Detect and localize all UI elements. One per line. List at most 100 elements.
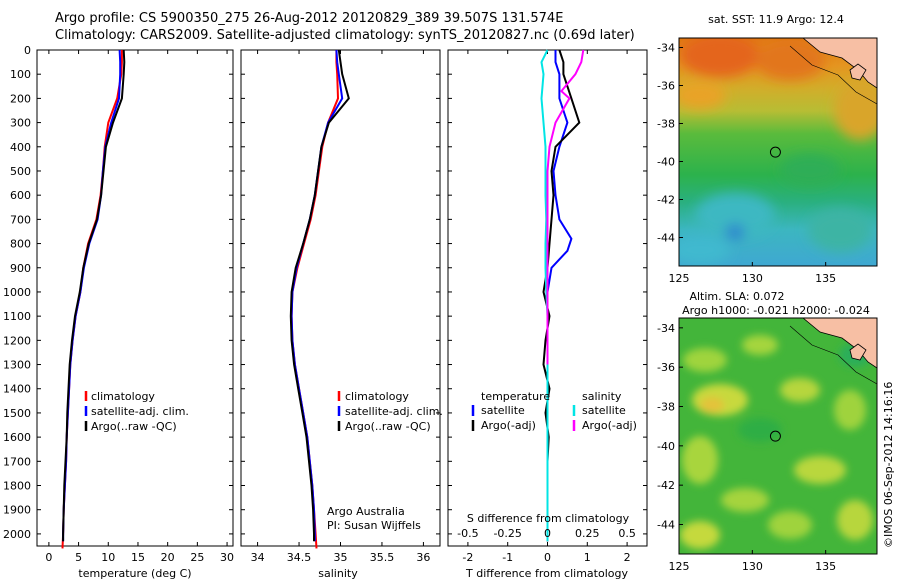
depth-tick-label: 1700 <box>3 455 31 468</box>
depth-tick-label: 700 <box>10 213 31 226</box>
depth-tick-label: 1600 <box>3 431 31 444</box>
imos-credit: ©IMOS 06-Sep-2012 14:16:16 <box>882 382 895 548</box>
lon-tick-label: 125 <box>669 272 690 285</box>
depth-tick-label: 1200 <box>3 334 31 347</box>
x-tick-label: 35 <box>334 551 348 564</box>
legend-label: satellite-adj. clim. <box>91 405 189 418</box>
depth-tick-label: 1800 <box>3 480 31 493</box>
lon-tick-label: 135 <box>815 560 836 573</box>
temperature-x-axis: 0 5 10 15 20 25 30 <box>45 50 234 564</box>
lat-tick-label: -36 <box>657 361 675 374</box>
temperature-panel: 0100200300400500600700800900100011001200… <box>3 44 234 580</box>
sla-map-frame <box>678 317 878 555</box>
legend-label: Argo(..raw -QC) <box>345 420 431 433</box>
annotation-pi: PI: Susan Wijffels <box>327 519 421 532</box>
x-tick-label: 10 <box>101 551 115 564</box>
depth-tick-label: 800 <box>10 238 31 251</box>
temperature-profile-lines <box>61 49 126 549</box>
figure-title-line-2: Climatology: CARS2009. Satellite-adjuste… <box>55 28 635 43</box>
legend-label: satellite <box>481 404 525 417</box>
legend-label: satellite <box>582 404 626 417</box>
lat-tick-label: -42 <box>657 479 675 492</box>
series-line <box>62 49 126 542</box>
legend-label: Argo(..raw -QC) <box>91 420 177 433</box>
lon-tick-label: 135 <box>815 272 836 285</box>
argo-location-marker <box>769 146 781 158</box>
salinity-axes-frame <box>240 49 441 547</box>
x-tick-label: 0 <box>544 551 551 564</box>
depth-tick-label: 600 <box>10 189 31 202</box>
depth-tick-label: 1400 <box>3 383 31 396</box>
lat-tick-label: -42 <box>657 194 675 207</box>
salinity-panel: 34 34.5 35 35.5 36 salinity climatology sate… <box>240 49 443 580</box>
legend-label: satellite-adj. clim. <box>345 405 443 418</box>
depth-tick-label: 1900 <box>3 504 31 517</box>
x-tick-label: 0 <box>45 551 52 564</box>
x-tick-label: 35.5 <box>370 551 395 564</box>
depth-tick-label: 0 <box>24 44 31 57</box>
sla-map-title: Altim. SLA: 0.072 <box>689 290 784 303</box>
s-difference-label: S difference from climatology <box>467 512 630 525</box>
lat-tick-label: -34 <box>657 42 675 55</box>
x-tick-label: 5 <box>75 551 82 564</box>
lat-tick-label: -38 <box>657 118 675 131</box>
top-tick-label: 0.5 <box>618 527 636 540</box>
x-tick-label: -1 <box>502 551 513 564</box>
series-line <box>290 49 344 542</box>
x-tick-label: 36 <box>416 551 430 564</box>
series-line <box>546 50 573 542</box>
annotation-argo-australia: Argo Australia <box>327 505 405 518</box>
temperature-difference-legend: temperature satellite Argo(-adj) <box>471 390 550 432</box>
x-tick-label: -2 <box>462 551 473 564</box>
sst-map: sat. SST: 11.9 Argo: 12.4 125 130 135 -34 -3… <box>657 13 878 285</box>
lon-tick-label: 130 <box>742 560 763 573</box>
salinity-x-axis: 34 34.5 35 35.5 36 <box>251 50 430 564</box>
series-line <box>62 49 122 542</box>
difference-profile-lines <box>540 49 585 542</box>
sla-map-subtitle: Argo h1000: -0.021 h2000: -0.024 <box>682 304 870 317</box>
sla-map-axes: 125 130 135 -34 -36 -38 -40 -42 -44 <box>657 322 836 573</box>
top-tick-label: -0.5 <box>457 527 478 540</box>
lat-tick-label: -44 <box>657 519 675 532</box>
x-tick-label: 25 <box>190 551 204 564</box>
series-line <box>542 49 581 542</box>
x-tick-label: 2 <box>624 551 631 564</box>
s-difference-tick-labels: -0.5 -0.25 0 0.25 0.5 <box>457 527 636 540</box>
legend-title-salinity: salinity <box>582 390 622 403</box>
sla-map: Altim. SLA: 0.072 Argo h1000: -0.021 h20… <box>657 290 878 573</box>
lat-tick-label: -44 <box>657 232 675 245</box>
series-line <box>290 50 340 549</box>
lat-tick-label: -38 <box>657 401 675 414</box>
legend-label: climatology <box>91 390 155 403</box>
depth-tick-label: 2000 <box>3 528 31 541</box>
sst-map-title: sat. SST: 11.9 Argo: 12.4 <box>708 13 844 26</box>
difference-panel: -2 -1 0 1 2 S difference from climatology -0… <box>447 49 648 580</box>
x-tick-label: 34.5 <box>287 551 312 564</box>
depth-tick-label: 100 <box>10 68 31 81</box>
lat-tick-label: -36 <box>657 80 675 93</box>
sla-field <box>679 318 877 554</box>
lat-tick-label: -40 <box>657 440 675 453</box>
salinity-difference-legend: salinity satellite Argo(-adj) <box>572 390 637 432</box>
depth-tick-label: 500 <box>10 165 31 178</box>
depth-tick-label: 1500 <box>3 407 31 420</box>
series-line <box>289 49 350 542</box>
x-tick-label: 30 <box>220 551 234 564</box>
depth-tick-label: 900 <box>10 262 31 275</box>
x-tick-label: 34 <box>251 551 265 564</box>
depth-tick-label: 1100 <box>3 310 31 323</box>
figure-title-line-1: Argo profile: CS 5900350_275 26-Aug-2012… <box>55 11 564 26</box>
lon-tick-label: 130 <box>742 272 763 285</box>
legend-title-temperature: temperature <box>481 390 550 403</box>
salinity-profile-lines <box>289 49 350 549</box>
salinity-legend: climatology satellite-adj. clim. Argo(..… <box>337 390 443 433</box>
series-line <box>546 49 585 365</box>
x-tick-label: 1 <box>584 551 591 564</box>
t-difference-xlabel: T difference from climatology <box>465 567 628 580</box>
depth-axis: 0 100 200 300 400 500 600 700 800 900 1000 1100 1200… <box>3 44 233 541</box>
temperature-legend: climatology satellite-adj. clim. Argo(..… <box>84 390 189 433</box>
depth-tick-label: 1300 <box>3 359 31 372</box>
lat-tick-label: -40 <box>657 156 675 169</box>
argo-location-marker <box>769 430 781 442</box>
